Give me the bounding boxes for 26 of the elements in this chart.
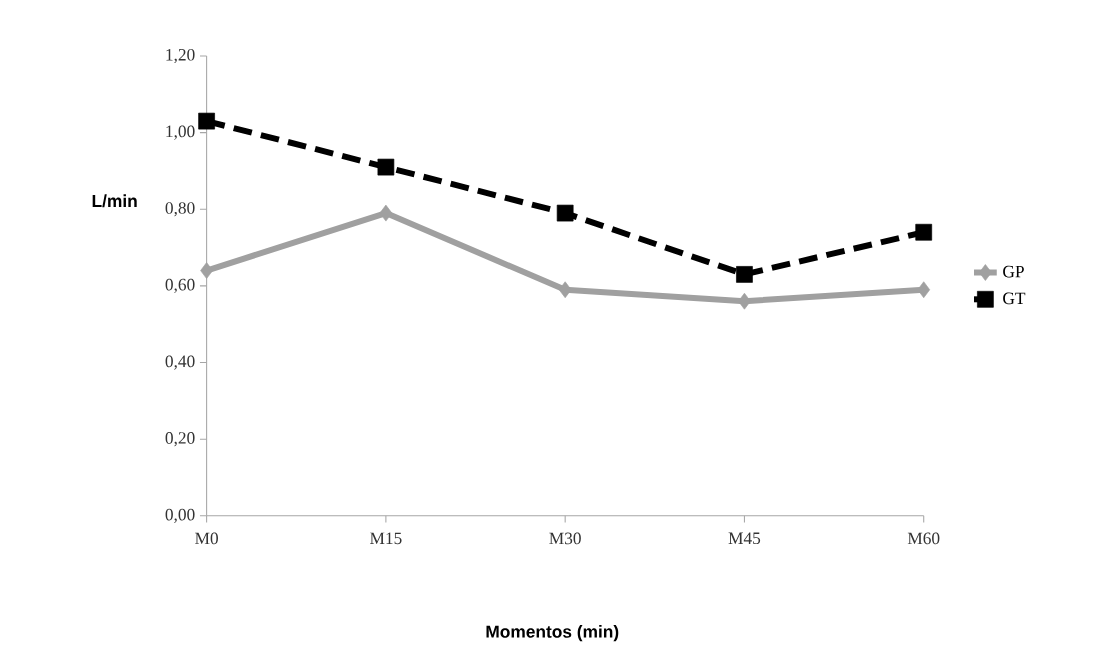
point — [198, 112, 215, 130]
legend-label: GP — [1003, 265, 1024, 278]
x-tick-label: M60 — [907, 532, 940, 545]
x-axis-title: Momentos (min) — [486, 624, 619, 641]
point — [558, 281, 572, 298]
point — [917, 281, 931, 298]
y-tick-label: 0,00 — [165, 508, 195, 523]
x-tick-label: M0 — [195, 532, 218, 545]
y-tick-label: 0,40 — [165, 355, 195, 370]
x-tick-label: M30 — [549, 532, 581, 545]
point — [379, 204, 393, 222]
point — [736, 265, 753, 283]
point — [915, 223, 933, 241]
legend-label: GT — [1003, 292, 1026, 304]
x-tick-label: M45 — [728, 532, 761, 544]
y-tick-label: 0,80 — [165, 201, 195, 217]
y-tick-label: 1,00 — [166, 125, 195, 140]
point — [377, 158, 395, 176]
y-tick-label: 0,20 — [165, 431, 195, 447]
y-tick-label: 0,60 — [165, 278, 195, 293]
point — [738, 292, 751, 310]
point — [556, 204, 574, 222]
y-tick-label: 1,20 — [166, 48, 195, 63]
point — [200, 262, 213, 279]
x-tick-label: M15 — [370, 532, 402, 544]
y-axis-title: L/min — [92, 194, 137, 208]
